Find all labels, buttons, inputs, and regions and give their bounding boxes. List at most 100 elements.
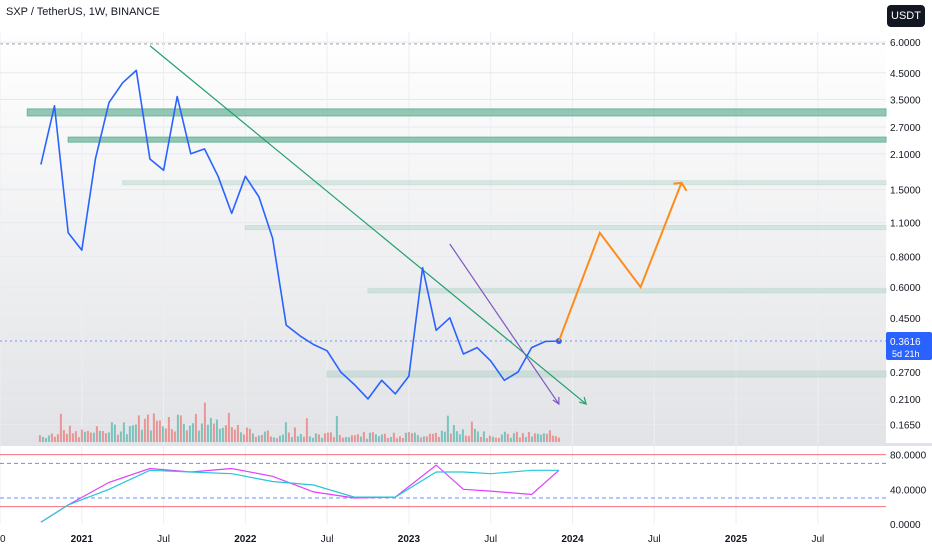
volume-bar — [326, 432, 329, 442]
projection-path — [557, 181, 688, 342]
price-tick-label: 0.8000 — [890, 253, 921, 264]
volume-bar — [380, 434, 383, 442]
volume-bar — [428, 433, 431, 442]
volume-bar — [191, 423, 194, 442]
time-tick-label: Jul — [484, 534, 497, 545]
resistance-zone — [26, 108, 887, 117]
volume-bar — [515, 431, 518, 442]
time-tick-label: Jul — [321, 534, 334, 545]
rsi-indicator — [0, 454, 886, 523]
volume-bar — [227, 412, 230, 442]
volume-bar — [101, 430, 104, 442]
volume-bar — [356, 434, 359, 442]
short-trend-arrowhead — [552, 397, 560, 406]
time-tick-label: Jul — [157, 534, 170, 545]
volume-bar — [467, 435, 470, 442]
volume-bar — [404, 432, 407, 442]
volume-bar — [122, 422, 125, 442]
volume-bar — [329, 432, 332, 442]
volume-bar — [95, 426, 98, 442]
volume-bar — [143, 418, 146, 442]
volume-bar — [134, 424, 137, 442]
last-price-tag-bg — [886, 332, 932, 361]
volume-bar — [251, 433, 254, 442]
rsi-ma-line — [40, 469, 559, 523]
price-tick-label: 0.6000 — [890, 283, 921, 294]
volume-bar — [242, 434, 245, 442]
volume-bar — [440, 430, 443, 442]
rsi-axis[interactable]: 80.0000 40.0000 0.0000 — [890, 451, 927, 531]
volume-bar — [335, 415, 338, 442]
volume-bar — [299, 434, 302, 442]
volume-bar — [266, 430, 269, 442]
volume-bar — [389, 436, 392, 442]
volume-bar — [92, 432, 95, 442]
volume-bar — [263, 431, 266, 442]
volume-bar — [218, 428, 221, 442]
volume-bar — [287, 432, 290, 442]
volume-bar — [431, 433, 434, 442]
volume-bar — [59, 413, 62, 442]
time-axis[interactable]: 20 2021 Jul 2022 Jul 2023 Jul 2024 Jul 2025 Jul — [0, 534, 824, 545]
volume-bar — [464, 435, 467, 442]
volume-bar — [362, 431, 365, 442]
volume-bar — [347, 437, 350, 442]
volume-bar — [506, 433, 509, 442]
time-tick-label: 2025 — [725, 534, 748, 545]
volume-bar — [386, 437, 389, 442]
volume-bar — [434, 432, 437, 442]
rsi-line — [40, 464, 560, 523]
volume-bar — [398, 436, 401, 442]
volume-bar — [71, 433, 74, 442]
volume-bar — [497, 437, 500, 442]
volume-bar — [113, 424, 116, 442]
volume-bar — [47, 435, 50, 442]
volume-bar — [470, 421, 473, 442]
volume-bar — [206, 424, 209, 442]
volume-bar — [239, 432, 242, 442]
time-tick-label: 2021 — [71, 534, 94, 545]
volume-bar — [551, 435, 554, 442]
volume-bar — [131, 425, 134, 442]
volume-bar — [137, 415, 140, 442]
volume-bar — [461, 429, 464, 442]
volume-bar — [224, 425, 227, 442]
volume-bar — [230, 427, 233, 442]
volume-bar — [161, 426, 164, 442]
volume-bar — [146, 414, 149, 442]
trendline-arrowhead — [578, 396, 587, 405]
rsi-pane-background — [0, 446, 886, 524]
volume-bar — [494, 437, 497, 442]
volume-bar — [314, 433, 317, 442]
price-tick-label: 4.5000 — [890, 69, 921, 80]
volume-bar — [212, 423, 215, 442]
projection-arrowhead — [673, 181, 688, 192]
volume-bar — [80, 429, 83, 442]
currency-button[interactable]: USDT — [887, 5, 925, 27]
volume-bar — [86, 430, 89, 442]
volume-bar — [350, 435, 353, 442]
price-tick-label: 0.1650 — [890, 421, 921, 432]
last-price-value: 0.3616 — [890, 337, 921, 348]
volume-bar — [62, 430, 65, 442]
volume-bar — [488, 435, 491, 442]
volume-bar — [65, 433, 68, 442]
volume-bar — [473, 428, 476, 442]
price-tick-label: 0.2100 — [890, 395, 921, 406]
volume-bar — [482, 431, 485, 442]
volume-bar — [155, 420, 158, 442]
volume-bar — [281, 434, 284, 442]
time-tick-label: 2022 — [234, 534, 257, 545]
volume-bar — [509, 437, 512, 442]
volume-bar — [557, 437, 560, 442]
volume-bar — [371, 432, 374, 442]
volume-bar — [323, 433, 326, 442]
price-axis[interactable]: 6.0000 4.5000 3.5000 2.7000 2.1000 1.5000 1.10… — [890, 38, 921, 431]
volume-bar — [446, 415, 449, 442]
volume-bar — [188, 425, 191, 442]
short-downtrend-line — [449, 243, 560, 405]
volume-bar — [536, 433, 539, 442]
price-tick-label: 3.5000 — [890, 95, 921, 106]
